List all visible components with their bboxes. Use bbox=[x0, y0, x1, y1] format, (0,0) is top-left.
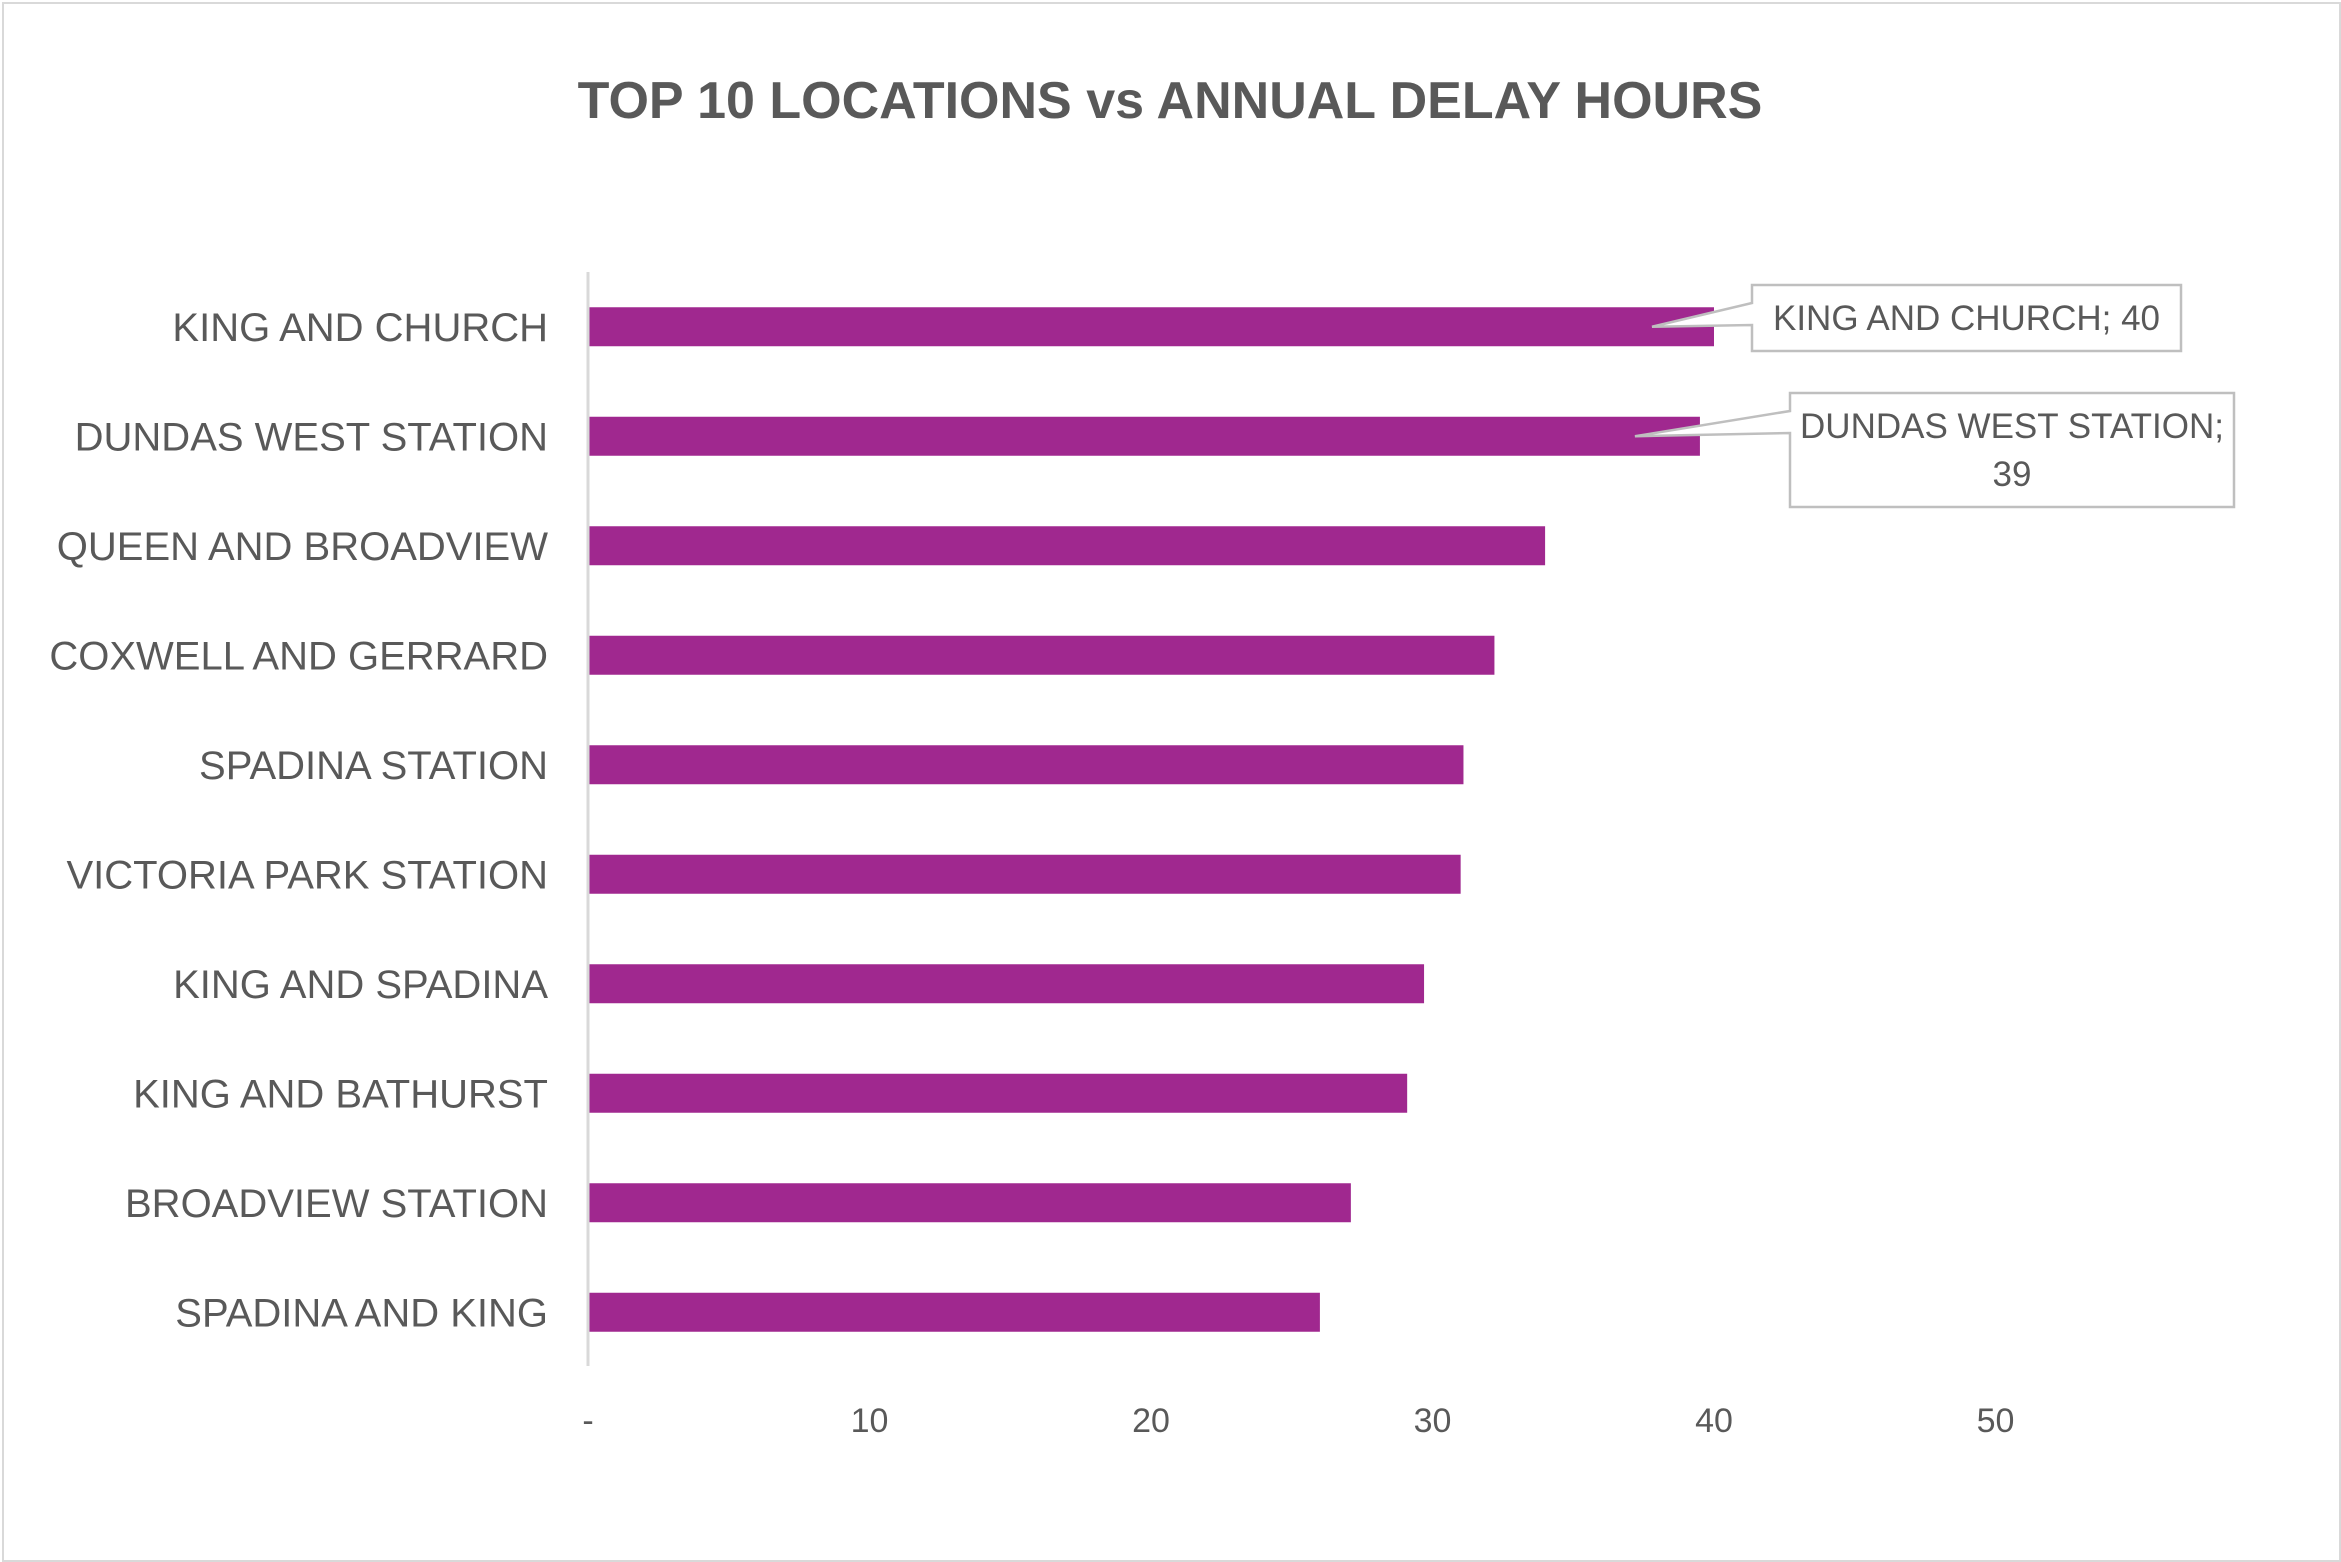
category-label-dundas-west-station: DUNDAS WEST STATION bbox=[75, 415, 548, 459]
bar-coxwell-and-gerrard bbox=[588, 635, 1495, 675]
category-label-queen-and-broadview: QUEEN AND BROADVIEW bbox=[57, 525, 548, 569]
category-label-spadina-and-king: SPADINA AND KING bbox=[175, 1291, 548, 1335]
x-axis-tick-labels: - 10 20 30 40 50 bbox=[582, 1402, 2014, 1440]
x-tick-label: 10 bbox=[851, 1402, 889, 1440]
category-labels: KING AND CHURCH DUNDAS WEST STATION QUEEN … bbox=[49, 306, 548, 1336]
bar-spadina-and-king bbox=[588, 1292, 1320, 1332]
category-label-king-and-church: KING AND CHURCH bbox=[172, 306, 548, 350]
callout-box bbox=[1634, 391, 2236, 509]
bar-king-and-bathurst bbox=[588, 1073, 1408, 1113]
bar-king-and-church bbox=[588, 307, 1714, 347]
callout-text: KING AND CHURCH; 40 bbox=[1773, 299, 2160, 338]
category-label-king-and-spadina: KING AND SPADINA bbox=[173, 963, 548, 1007]
category-label-king-and-bathurst: KING AND BATHURST bbox=[133, 1072, 548, 1116]
bar-queen-and-broadview bbox=[588, 526, 1546, 566]
callout-text: 39 bbox=[1993, 455, 2032, 494]
x-tick-label: 30 bbox=[1414, 1402, 1452, 1440]
bar-dundas-west-station bbox=[588, 416, 1700, 456]
bar-king-and-spadina bbox=[588, 964, 1425, 1004]
bar-spadina-station bbox=[588, 745, 1464, 785]
bar-broadview-station bbox=[588, 1183, 1351, 1223]
category-label-coxwell-and-gerrard: COXWELL AND GERRARD bbox=[49, 634, 548, 678]
callout-text: DUNDAS WEST STATION; bbox=[1800, 407, 2224, 446]
category-label-broadview-station: BROADVIEW STATION bbox=[125, 1182, 548, 1226]
callout-king-and-church: KING AND CHURCH; 40 bbox=[1651, 283, 2183, 353]
x-tick-label: - bbox=[582, 1402, 593, 1440]
callout-dundas-west-station: DUNDAS WEST STATION; 39 bbox=[1634, 391, 2236, 509]
data-callouts: KING AND CHURCH; 40 DUNDAS WEST STATION; 3… bbox=[1634, 283, 2236, 509]
category-label-spadina-station: SPADINA STATION bbox=[199, 744, 548, 788]
callout-box bbox=[1651, 283, 2183, 353]
category-label-victoria-park-station: VICTORIA PARK STATION bbox=[66, 853, 548, 897]
bars-layer bbox=[588, 307, 1714, 1332]
x-tick-label: 50 bbox=[1977, 1402, 2015, 1440]
bar-victoria-park-station bbox=[588, 854, 1461, 894]
x-tick-label: 40 bbox=[1695, 1402, 1733, 1440]
chart-title: TOP 10 LOCATIONS vs ANNUAL DELAY HOURS bbox=[578, 72, 1763, 130]
x-tick-label: 20 bbox=[1132, 1402, 1170, 1440]
